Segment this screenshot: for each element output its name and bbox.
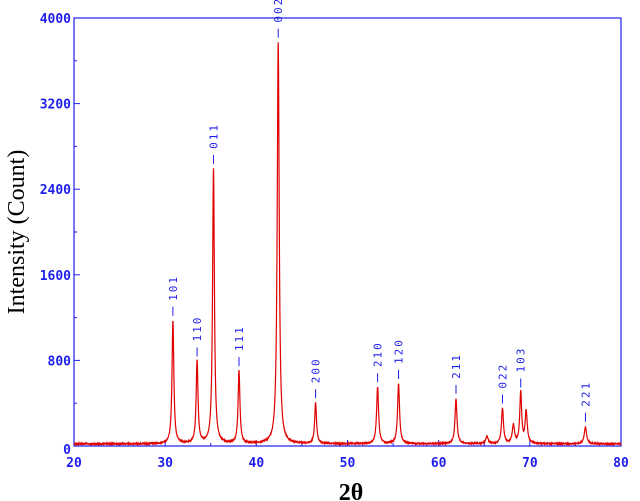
x-tick-label: 40	[249, 456, 265, 471]
peak-label: 103	[515, 347, 528, 373]
x-axis-ticks: 20 30 40 50 60 70 80	[66, 440, 629, 471]
y-axis-ticks: 0 800 1600 2400 3200 4000	[40, 12, 80, 458]
peak-label: 211	[450, 353, 463, 379]
x-tick-label: 70	[522, 456, 538, 471]
x-tick-label: 30	[157, 456, 173, 471]
x-tick-label: 50	[340, 456, 356, 471]
peak-annotation-120: 120	[393, 338, 406, 379]
diffraction-series-line	[73, 42, 622, 447]
y-tick-label: 1600	[40, 269, 71, 284]
x-tick-label: 80	[613, 456, 629, 471]
peak-annotation-103: 103	[515, 347, 528, 388]
peak-label: 002	[272, 0, 285, 23]
y-tick-label: 3200	[40, 98, 71, 113]
y-tick-label: 2400	[40, 183, 71, 198]
x-tick-label: 60	[431, 456, 447, 471]
peak-label: 022	[496, 363, 509, 389]
peak-label: 210	[372, 341, 385, 367]
peak-annotation-111: 111	[233, 325, 246, 367]
peak-annotation-210: 210	[372, 341, 385, 383]
peak-label: 111	[233, 325, 246, 351]
peak-label: 200	[310, 357, 323, 383]
plot-border	[73, 17, 622, 447]
y-axis-title: Intensity (Count)	[4, 150, 30, 315]
y-tick-label: 0	[63, 443, 71, 458]
peak-annotation-221: 221	[579, 381, 592, 422]
y-tick-label: 800	[48, 354, 72, 369]
peak-label: 110	[191, 316, 204, 342]
peak-label: 101	[167, 275, 180, 301]
peak-annotations: 101 110 011 111 002 200 210 120 211 022 103 221	[167, 0, 592, 422]
peak-label: 011	[207, 123, 220, 149]
y-tick-label: 4000	[40, 12, 71, 27]
peak-label: 120	[393, 338, 406, 364]
peak-annotation-002: 002	[272, 0, 285, 38]
peak-annotation-200: 200	[310, 357, 323, 399]
x-tick-label: 20	[66, 456, 82, 471]
peak-annotation-101: 101	[167, 275, 180, 316]
peak-annotation-022: 022	[496, 363, 509, 404]
x-axis-title: 2θ	[339, 480, 364, 501]
peak-annotation-110: 110	[191, 316, 204, 357]
peak-annotation-211: 211	[450, 353, 463, 394]
peak-label: 221	[579, 381, 592, 407]
plot-frame	[73, 17, 622, 447]
peak-annotation-011: 011	[207, 123, 220, 164]
